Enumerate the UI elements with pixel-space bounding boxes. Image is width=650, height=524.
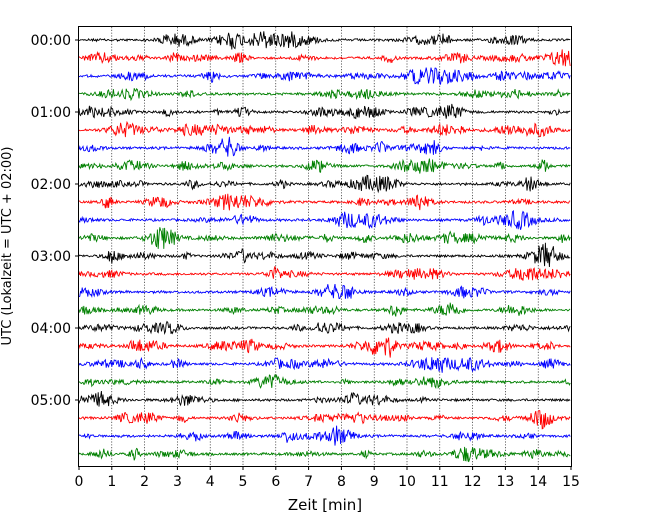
x-tick-label: 11 [431, 474, 449, 490]
x-tick-label: 7 [304, 474, 313, 490]
trace-line [78, 227, 571, 249]
trace-line [78, 103, 571, 120]
y-tick-label: 01:00 [31, 105, 71, 121]
trace-group [78, 31, 571, 463]
x-tick-label: 9 [370, 474, 379, 490]
plot-frame [78, 26, 572, 467]
trace-line [78, 31, 571, 50]
trace-line [78, 158, 571, 174]
trace-line [78, 266, 571, 281]
trace-line [78, 193, 571, 211]
x-axis-ticks: 0 1 2 3 4 5 6 7 8 9 10 11 12 13 14 15 [75, 466, 580, 490]
trace-line [78, 136, 571, 157]
trace-line [78, 210, 571, 230]
x-tick-label: 14 [529, 474, 547, 490]
trace-line [78, 174, 571, 194]
trace-line [78, 302, 571, 317]
x-tick-label: 8 [337, 474, 346, 490]
trace-line [78, 373, 571, 389]
trace-line [78, 390, 571, 407]
x-tick-label: 2 [140, 474, 149, 490]
x-tick-label: 15 [562, 474, 580, 490]
y-tick-label: 04:00 [31, 321, 71, 337]
x-tick-label: 10 [398, 474, 416, 490]
x-tick-label: 1 [107, 474, 116, 490]
trace-line [78, 87, 571, 102]
trace-line [78, 120, 571, 138]
trace-line [78, 283, 571, 300]
y-tick-label: 00:00 [31, 33, 71, 49]
trace-line [78, 320, 571, 336]
x-tick-label: 5 [239, 474, 248, 490]
trace-line [78, 67, 571, 86]
y-tick-label: 03:00 [31, 249, 71, 265]
trace-line [78, 409, 571, 430]
x-tick-label: 13 [496, 474, 514, 490]
trace-line [78, 242, 571, 268]
x-tick-label: 3 [173, 474, 182, 490]
x-tick-label: 0 [75, 474, 84, 490]
trace-line [78, 446, 571, 463]
y-tick-label: 05:00 [31, 393, 71, 409]
x-tick-label: 4 [206, 474, 215, 490]
x-axis-label: Zeit [min] [288, 496, 362, 514]
trace-line [78, 49, 571, 67]
x-grid [111, 27, 539, 466]
trace-line [78, 425, 571, 446]
y-axis-label: UTC (Lokalzeit = UTC + 02:00) [0, 147, 15, 346]
y-axis-ticks: 00:00 01:00 02:00 03:00 04:00 05:00 [31, 33, 79, 409]
trace-line [78, 337, 571, 358]
y-tick-label: 02:00 [31, 177, 71, 193]
trace-line [78, 356, 571, 373]
x-tick-label: 12 [464, 474, 482, 490]
x-tick-label: 6 [271, 474, 280, 490]
